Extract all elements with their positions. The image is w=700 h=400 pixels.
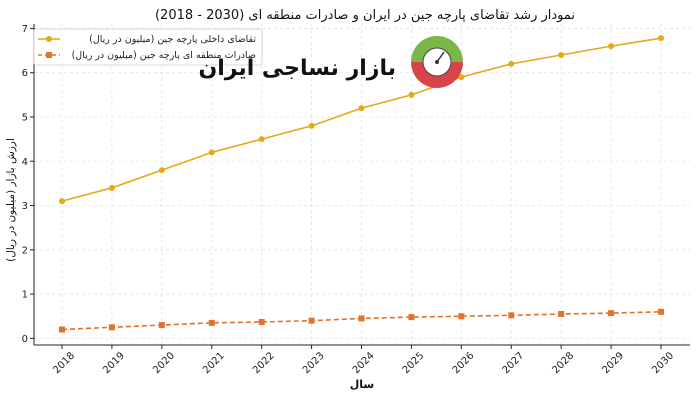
data-point-0: [608, 43, 615, 50]
x-tick-label: 2022: [251, 350, 277, 376]
legend-swatch-marker-1: [46, 52, 52, 58]
y-tick-label: 7: [22, 24, 28, 35]
y-axis-title: ارزش بازار (میلیون در ریال): [5, 138, 17, 262]
grid-lines: [34, 24, 690, 345]
x-tick-label: 2018: [51, 350, 77, 376]
legend-swatch-marker-0: [46, 36, 52, 42]
data-point-0: [108, 184, 115, 191]
x-tick-label: 2028: [551, 350, 577, 376]
x-tick-label: 2024: [351, 350, 377, 376]
data-point-1: [208, 319, 215, 326]
chart-title: نمودار رشد تقاضای پارچه جین در ایران و ص…: [155, 8, 575, 23]
data-point-0: [208, 149, 215, 156]
data-point-0: [408, 91, 415, 98]
watermark: بازار نساجی ایران: [198, 36, 463, 88]
data-point-0: [59, 198, 65, 205]
data-point-0: [558, 51, 565, 58]
data-point-1: [508, 312, 515, 319]
data-point-1: [59, 326, 65, 333]
data-point-0: [258, 136, 265, 143]
x-tick-label: 2020: [151, 350, 177, 376]
data-point-1: [658, 308, 664, 315]
y-tick-label: 4: [22, 157, 28, 168]
watermark-text: بازار نساجی ایران: [198, 56, 396, 81]
data-point-1: [158, 322, 165, 329]
x-tick-label: 2027: [501, 350, 527, 376]
data-point-0: [458, 74, 465, 81]
data-point-1: [608, 310, 615, 317]
data-point-1: [558, 311, 565, 318]
y-tick-label: 0: [22, 334, 28, 345]
data-point-0: [158, 167, 165, 174]
data-point-0: [508, 60, 515, 67]
x-tick-label: 2023: [301, 350, 327, 376]
legend-box: [33, 28, 263, 66]
y-tick-label: 6: [22, 68, 28, 79]
y-tick-label: 3: [22, 201, 28, 212]
y-tick-label: 5: [22, 112, 28, 123]
data-point-1: [108, 324, 115, 331]
x-tick-label: 2030: [650, 350, 676, 376]
data-point-0: [358, 105, 365, 112]
data-point-1: [308, 317, 315, 324]
data-point-0: [658, 35, 664, 42]
data-point-0: [308, 122, 315, 129]
x-tick-label: 2029: [600, 350, 626, 376]
legend-label-1: صادرات منطقه ای پارچه جین (میلیون در ریا…: [72, 50, 256, 61]
x-tick-label: 2026: [451, 350, 477, 376]
data-point-1: [358, 315, 365, 322]
x-tick-label: 2019: [101, 350, 127, 376]
legend-label-0: تقاضای داخلی پارچه جین (میلیون در ریال): [89, 34, 256, 45]
x-tick-label: 2021: [201, 350, 227, 376]
data-point-1: [258, 318, 265, 325]
watermark-logo-icon: [411, 36, 463, 88]
legend: تقاضای داخلی پارچه جین (میلیون در ریال) …: [33, 28, 263, 66]
x-axis-title: سال: [350, 378, 375, 391]
series-layer: [59, 35, 664, 333]
y-tick-label: 1: [22, 290, 28, 301]
y-tick-label: 2: [22, 245, 28, 256]
data-point-1: [458, 313, 465, 320]
x-tick-label: 2025: [401, 350, 427, 376]
data-point-1: [408, 314, 415, 321]
